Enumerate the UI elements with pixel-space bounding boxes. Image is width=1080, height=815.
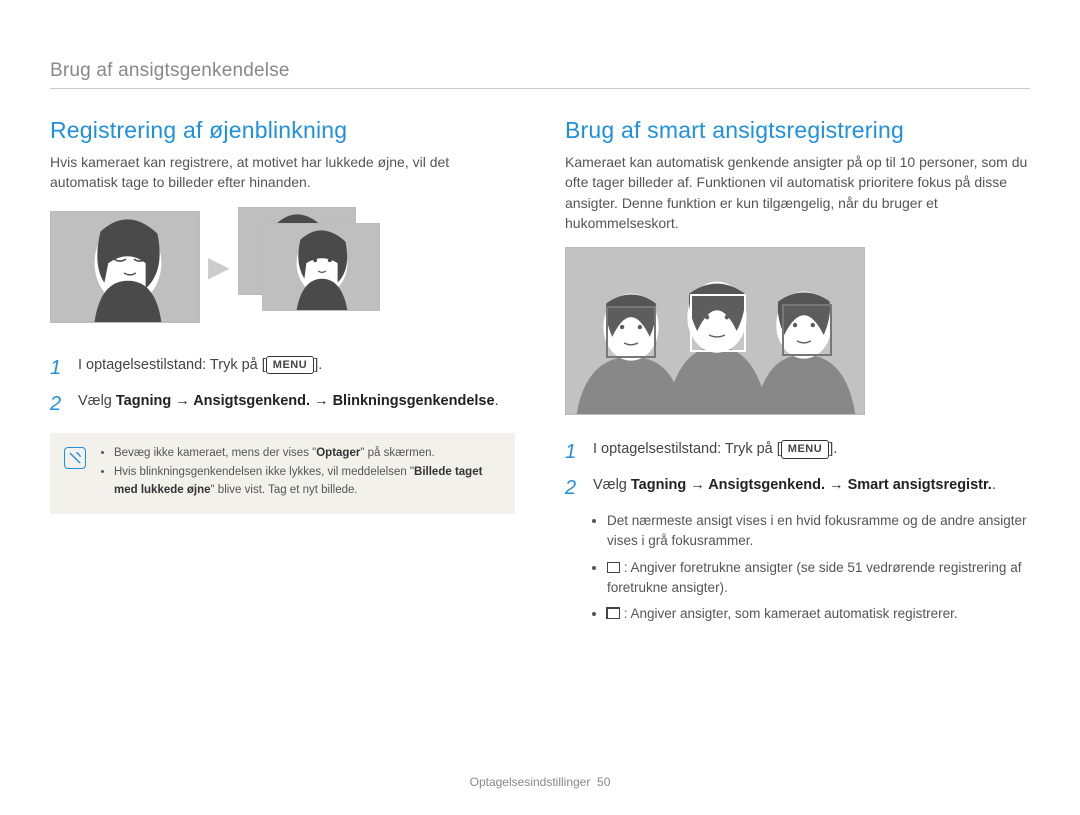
header-divider [50,88,1030,89]
menu-icon: MENU [781,440,829,459]
bullet-1: Det nærmeste ansigt vises i en hvid foku… [607,511,1030,552]
right-intro: Kameraet kan automatisk genkende ansigte… [565,152,1030,233]
footer-section: Optagelsesindstillinger [470,775,591,789]
step1-suffix: ]. [314,357,322,373]
step2-a: Vælg [78,393,116,409]
bullet-2-text: : Angiver foretrukne ansigter (se side 5… [607,560,1021,595]
blink-image-row: ▶ [50,207,515,327]
right-step-2: 2 Vælg Tagning → Ansigtsgenkend. → Smart… [565,475,1030,501]
note1-bold: Optager [316,447,360,459]
step2-b: Tagning → Ansigtsgenkend. → Blinkningsge… [116,393,495,409]
footer-page-number: 50 [597,775,610,789]
note-info-icon [64,447,86,469]
step-number: 2 [50,391,68,417]
bullet-3-text: : Angiver ansigter, som kameraet automat… [620,606,958,621]
focus-frame-2 [690,294,746,352]
step-number: 2 [565,475,583,501]
portrait-eyes-closed [50,211,200,323]
page-footer: Optagelsesindstillinger 50 [0,775,1080,789]
left-column: Registrering af øjenblinkning Hvis kamer… [50,117,515,630]
rstep2-c: . [992,477,996,493]
rstep2-a: Vælg [593,477,631,493]
rstep2-b: Tagning → Ansigtsgenkend. → Smart ansigt… [631,477,992,493]
note2-post: " blive vist. Tag et nyt billede. [211,484,358,496]
note1-pre: Bevæg ikke kameraet, mens der vises " [114,447,316,459]
focus-frame-1 [606,306,656,358]
step-2-text: Vælg Tagning → Ansigtsgenkend. → Blinkni… [78,391,499,413]
bullet-3: : Angiver ansigter, som kameraet automat… [607,604,1030,624]
page-header-title: Brug af ansigtsgenkendelse [50,60,1030,82]
frame-icon [607,562,620,573]
right-step-1: 1 I optagelsestilstand: Tryk på [MENU]. [565,439,1030,465]
portrait-stack [238,207,378,327]
content-columns: Registrering af øjenblinkning Hvis kamer… [50,117,1030,630]
left-intro: Hvis kameraet kan registrere, at motivet… [50,152,515,193]
left-heading: Registrering af øjenblinkning [50,117,515,144]
right-column: Brug af smart ansigtsregistrering Kamera… [565,117,1030,630]
rstep1-suffix: ]. [829,441,837,457]
menu-icon: MENU [266,356,314,375]
r-step-1-text: I optagelsestilstand: Tryk på [MENU]. [593,439,837,461]
left-step-1: 1 I optagelsestilstand: Tryk på [MENU]. [50,355,515,381]
frame-double-icon [607,608,620,619]
group-photo [565,247,865,415]
note-list: Bevæg ikke kameraet, mens der vises "Opt… [98,445,501,502]
rstep1-prefix: I optagelsestilstand: Tryk på [ [593,441,781,457]
right-bullets: Det nærmeste ansigt vises i en hvid foku… [565,511,1030,624]
right-heading: Brug af smart ansigtsregistrering [565,117,1030,144]
left-step-2: 2 Vælg Tagning → Ansigtsgenkend. → Blink… [50,391,515,417]
r-step-2-text: Vælg Tagning → Ansigtsgenkend. → Smart a… [593,475,996,497]
step2-c: . [495,393,499,409]
step1-prefix: I optagelsestilstand: Tryk på [ [78,357,266,373]
note2-pre: Hvis blinkningsgenkendelsen ikke lykkes,… [114,466,414,478]
bullet-2: : Angiver foretrukne ansigter (se side 5… [607,558,1030,599]
portrait-front [262,223,380,311]
arrow-right-icon: ▶ [208,250,230,283]
note-item-2: Hvis blinkningsgenkendelsen ikke lykkes,… [114,464,501,500]
step-1-text: I optagelsestilstand: Tryk på [MENU]. [78,355,322,377]
step-number: 1 [565,439,583,465]
step-number: 1 [50,355,68,381]
focus-frame-3 [782,304,832,356]
note1-post: " på skærmen. [360,447,434,459]
note-item-1: Bevæg ikke kameraet, mens der vises "Opt… [114,445,501,463]
note-box: Bevæg ikke kameraet, mens der vises "Opt… [50,433,515,514]
